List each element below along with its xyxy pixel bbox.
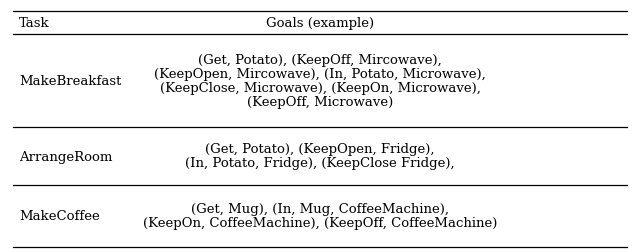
Text: MakeBreakfast: MakeBreakfast bbox=[19, 75, 122, 88]
Text: (KeepOpen, Mircowave), (In, Potato, Microwave),: (KeepOpen, Mircowave), (In, Potato, Micr… bbox=[154, 68, 486, 81]
Text: (Get, Potato), (KeepOpen, Fridge),: (Get, Potato), (KeepOpen, Fridge), bbox=[205, 143, 435, 156]
Text: (KeepOn, CoffeeMachine), (KeepOff, CoffeeMachine): (KeepOn, CoffeeMachine), (KeepOff, Coffe… bbox=[143, 217, 497, 230]
Text: (KeepOff, Microwave): (KeepOff, Microwave) bbox=[247, 96, 393, 109]
Text: (In, Potato, Fridge), (KeepClose Fridge),: (In, Potato, Fridge), (KeepClose Fridge)… bbox=[185, 157, 455, 170]
Text: (Get, Potato), (KeepOff, Mircowave),: (Get, Potato), (KeepOff, Mircowave), bbox=[198, 54, 442, 67]
Text: (KeepClose, Microwave), (KeepOn, Microwave),: (KeepClose, Microwave), (KeepOn, Microwa… bbox=[159, 82, 481, 94]
Text: Goals (example): Goals (example) bbox=[266, 17, 374, 30]
Text: MakeCoffee: MakeCoffee bbox=[19, 210, 100, 223]
Text: (Get, Mug), (In, Mug, CoffeeMachine),: (Get, Mug), (In, Mug, CoffeeMachine), bbox=[191, 203, 449, 216]
Text: Task: Task bbox=[19, 17, 50, 30]
Text: ArrangeRoom: ArrangeRoom bbox=[19, 150, 113, 163]
